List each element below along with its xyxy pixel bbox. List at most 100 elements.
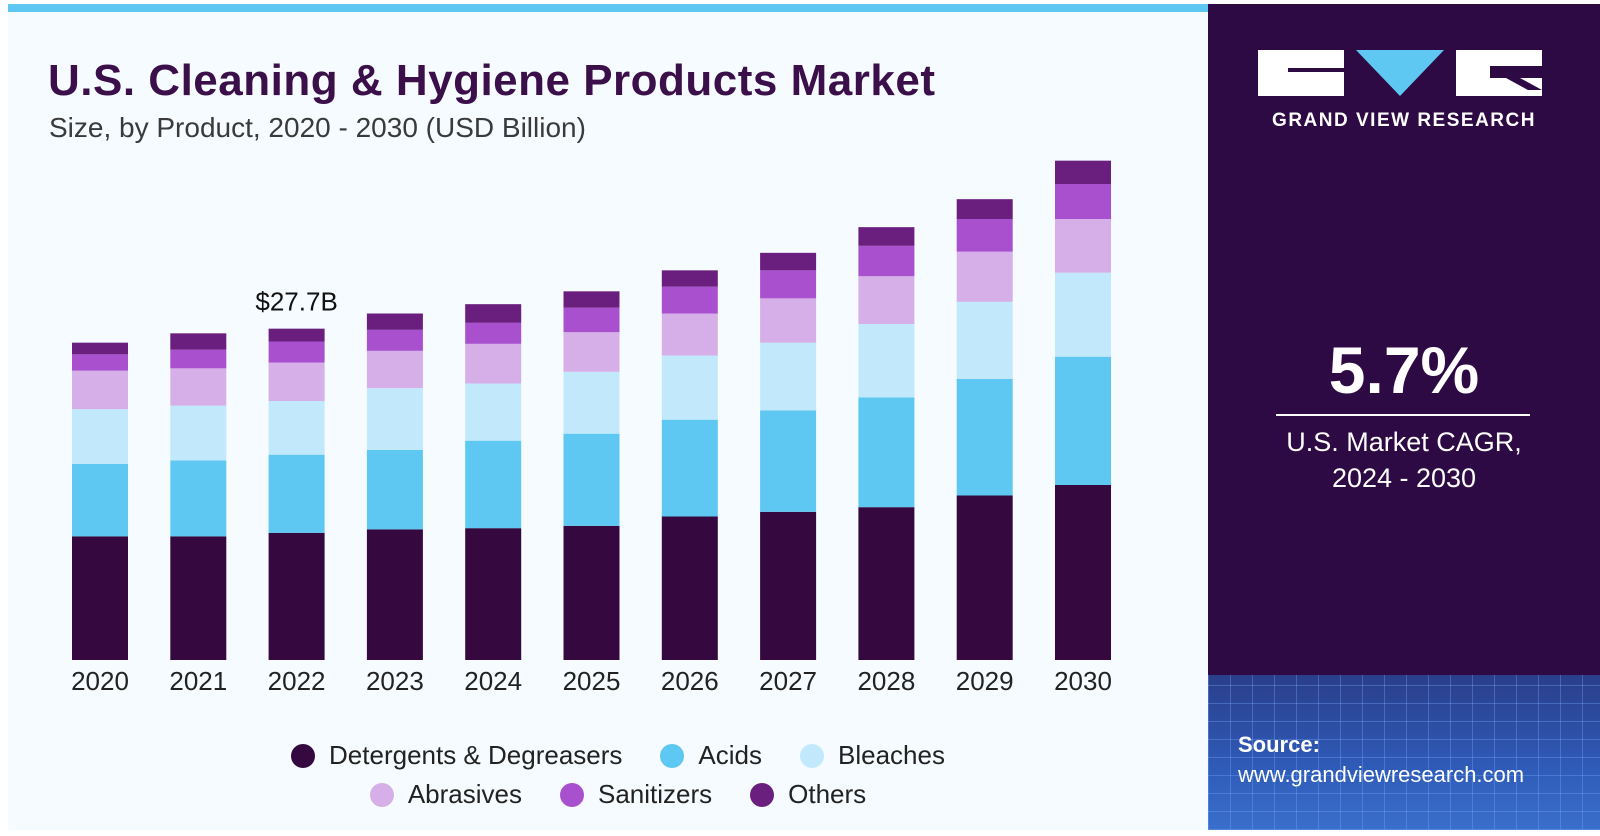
- legend-item: Acids: [660, 740, 762, 771]
- bar-segment-abrasives-2027: [760, 298, 817, 343]
- bar-segment-detergents-degreasers-2021: [170, 536, 227, 660]
- bar-segment-bleaches-2021: [170, 405, 227, 461]
- bar-segment-others-2022: [268, 328, 325, 342]
- source-label: Source:: [1238, 732, 1320, 757]
- bar-segment-acids-2023: [366, 450, 423, 530]
- bar-segment-detergents-degreasers-2024: [465, 528, 522, 660]
- bar-segment-bleaches-2022: [268, 401, 325, 455]
- chart-panel: U.S. Cleaning & Hygiene Products Market …: [8, 4, 1208, 830]
- bar-segment-sanitizers-2023: [366, 329, 423, 351]
- bar-segment-abrasives-2029: [956, 251, 1013, 302]
- legend-swatch: [291, 743, 316, 768]
- legend-item: Abrasives: [369, 779, 522, 810]
- divider: [1276, 414, 1530, 416]
- bar-segment-sanitizers-2026: [661, 286, 718, 314]
- bar-segment-abrasives-2023: [366, 350, 423, 389]
- bar-segment-detergents-degreasers-2022: [268, 532, 325, 660]
- bar-segment-acids-2030: [1055, 356, 1111, 485]
- bar-segment-acids-2024: [465, 440, 522, 529]
- bar-segment-sanitizers-2022: [268, 341, 325, 363]
- legend-label: Abrasives: [407, 779, 522, 809]
- x-tick-label: 2023: [366, 666, 424, 696]
- bar-segment-abrasives-2025: [563, 332, 620, 372]
- cagr-value: 5.7%: [1328, 333, 1480, 407]
- cagr-label-line1: U.S. Market CAGR,: [1286, 427, 1522, 457]
- x-tick-label: 2025: [563, 666, 621, 696]
- bar-segment-abrasives-2030: [1055, 219, 1111, 273]
- legend-swatch: [369, 782, 394, 807]
- legend-item: Detergents & Degreasers: [291, 740, 622, 771]
- chart-subtitle: Size, by Product, 2020 - 2030 (USD Billi…: [49, 112, 586, 143]
- bar-segment-bleaches-2028: [858, 324, 915, 398]
- bar-segment-acids-2028: [858, 397, 915, 508]
- legend-item: Bleaches: [799, 740, 945, 771]
- bar-segment-others-2021: [170, 333, 227, 350]
- x-tick-label: 2020: [71, 666, 129, 696]
- x-tick-label: 2027: [759, 666, 817, 696]
- grand-view-research-logo: [1258, 50, 1542, 96]
- bar-segment-abrasives-2022: [268, 362, 325, 401]
- bar-segment-abrasives-2021: [170, 368, 227, 406]
- bar-segment-bleaches-2023: [366, 388, 423, 450]
- legend-label: Acids: [698, 740, 762, 770]
- bar-segment-sanitizers-2020: [72, 354, 128, 371]
- x-tick-label: 2021: [169, 666, 227, 696]
- bar-segment-others-2023: [366, 313, 423, 330]
- bar-segment-abrasives-2028: [858, 276, 915, 324]
- bar-segment-bleaches-2024: [465, 383, 522, 441]
- legend-label: Detergents & Degreasers: [329, 740, 623, 770]
- legend-row: Abrasives Sanitizers Others: [228, 779, 1008, 810]
- bar-segment-detergents-degreasers-2025: [563, 525, 620, 660]
- bar-segment-sanitizers-2028: [858, 245, 915, 277]
- bar-segment-detergents-degreasers-2026: [661, 516, 718, 660]
- x-tick-label: 2026: [661, 666, 719, 696]
- bar-segment-others-2028: [858, 227, 915, 246]
- bar-segment-sanitizers-2029: [956, 219, 1013, 252]
- bar-segment-acids-2021: [170, 460, 227, 537]
- legend-label: Sanitizers: [597, 779, 713, 809]
- bar-segment-abrasives-2024: [465, 343, 522, 384]
- bar-segment-sanitizers-2030: [1055, 184, 1111, 219]
- bar-segment-bleaches-2025: [563, 371, 620, 434]
- chart-legend: Detergents & Degreasers Acids Bleaches Abr…: [228, 740, 1008, 818]
- bar-segment-bleaches-2020: [72, 409, 128, 464]
- bar-segment-bleaches-2026: [661, 355, 718, 420]
- grid-background: [1208, 675, 1600, 830]
- bar-segment-sanitizers-2025: [563, 307, 620, 333]
- bar-segment-others-2020: [72, 342, 128, 355]
- legend-item: Sanitizers: [559, 779, 713, 810]
- bar-segment-detergents-degreasers-2030: [1055, 485, 1111, 660]
- bar-segment-others-2026: [661, 270, 718, 287]
- legend-swatch: [750, 782, 775, 807]
- bar-segment-detergents-degreasers-2028: [858, 507, 915, 660]
- bar-segment-acids-2029: [956, 378, 1013, 496]
- value-annotation: $27.7B: [255, 287, 337, 317]
- bar-segment-abrasives-2020: [72, 370, 128, 410]
- legend-swatch: [559, 782, 584, 807]
- bar-segment-acids-2022: [268, 454, 325, 533]
- stacked-bar-chart: 2020 2021 2022 $27.7B 2023 2024 2025 2026 2027 20…: [71, 160, 1112, 696]
- bar-segment-detergents-degreasers-2020: [72, 536, 128, 660]
- legend-label: Others: [788, 779, 867, 809]
- bar-segment-bleaches-2029: [956, 301, 1013, 379]
- x-tick-label: 2028: [857, 666, 915, 696]
- x-tick-label: 2029: [956, 666, 1014, 696]
- source-url[interactable]: www.grandviewresearch.com: [1238, 762, 1525, 787]
- cagr-label: U.S. Market CAGR, 2024 - 2030: [1208, 424, 1600, 496]
- bar-segment-acids-2027: [760, 410, 817, 512]
- chart-title: U.S. Cleaning & Hygiene Products Market: [48, 56, 936, 105]
- bar-segment-others-2027: [760, 252, 817, 271]
- info-panel: GRAND VIEW RESEARCH 5.7% U.S. Market CAG…: [1208, 4, 1600, 830]
- legend-swatch: [799, 743, 824, 768]
- bar-segment-others-2030: [1055, 160, 1111, 184]
- bar-segment-sanitizers-2024: [465, 322, 522, 344]
- bar-segment-detergents-degreasers-2029: [956, 495, 1013, 660]
- bar-segment-detergents-degreasers-2027: [760, 511, 817, 660]
- bar-segment-others-2024: [465, 304, 522, 323]
- bar-segment-sanitizers-2021: [170, 349, 227, 369]
- bar-segment-detergents-degreasers-2023: [366, 529, 423, 660]
- legend-swatch: [660, 743, 685, 768]
- legend-item: Others: [750, 779, 866, 810]
- legend-label: Bleaches: [837, 740, 945, 770]
